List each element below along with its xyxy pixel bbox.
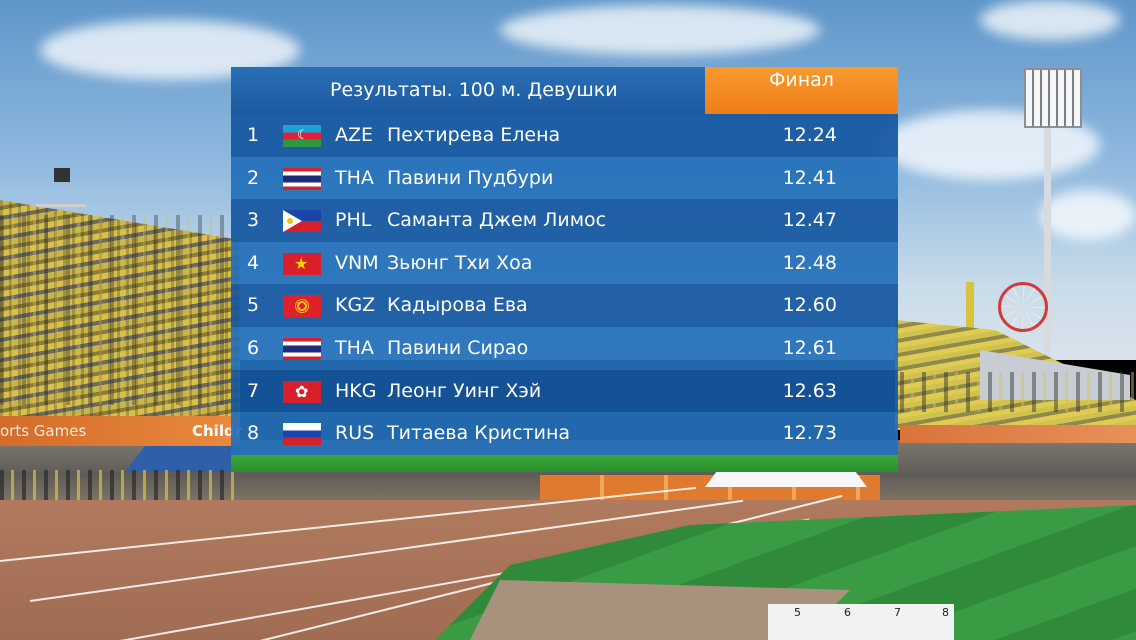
result-row: 7 HKG Леонг Уинг Хэй 12.63 <box>231 369 898 413</box>
athlete-name: Павини Пудбури <box>387 166 554 189</box>
results-title-box: Результаты. 100 м. Девушки <box>231 67 705 114</box>
result-rank: 7 <box>247 379 260 402</box>
results-title: Результаты. 100 м. Девушки <box>330 79 618 101</box>
athlete-name: Зьюнг Тхи Хоа <box>387 251 533 274</box>
result-time: 12.63 <box>782 379 837 402</box>
country-code: THA <box>335 337 374 359</box>
country-code: PHL <box>335 209 372 232</box>
grandstand-left <box>0 200 240 420</box>
result-time: 12.24 <box>782 124 837 146</box>
athlete-name: Титаева Кристина <box>387 422 571 445</box>
scale-number: 5 <box>794 606 801 619</box>
country-code: AZE <box>335 124 374 146</box>
azerbaijan-flag-icon <box>283 125 321 147</box>
cloud <box>500 5 820 55</box>
result-time: 12.73 <box>782 422 837 445</box>
country-code: RUS <box>335 422 375 445</box>
athlete-name: Леонг Уинг Хэй <box>387 379 542 402</box>
cloud <box>1040 190 1136 240</box>
athlete-name: Павини Сирао <box>387 337 529 359</box>
athlete-name: Кадырова Ева <box>387 294 528 317</box>
result-row: 6 THA Павини Сирао 12.61 <box>231 327 898 370</box>
results-footer-bar <box>231 455 898 472</box>
result-time: 12.48 <box>782 251 837 274</box>
kyrgyzstan-flag-icon <box>283 295 321 318</box>
result-rank: 4 <box>247 251 260 274</box>
camera-platform <box>36 168 86 207</box>
stadium-banner-right <box>900 425 1136 443</box>
round-status: Финал <box>769 69 834 91</box>
floodlight-pole <box>1044 120 1051 355</box>
result-row: 5 KGZ Кадырова Ева 12.60 <box>231 284 898 327</box>
country-code: THA <box>335 166 374 189</box>
result-row: 3 PHL Саманта Джем Лимос 12.47 <box>231 199 898 242</box>
results-board: Результаты. 100 м. Девушки Финал 1 AZE П… <box>231 67 898 472</box>
result-time: 12.47 <box>782 209 837 232</box>
scale-number: 7 <box>894 606 901 619</box>
stadium-banner-left: orts Games Childr <box>0 416 243 446</box>
scale-number: 8 <box>942 606 949 619</box>
yellow-post <box>966 282 974 340</box>
crowd-stand <box>0 215 235 405</box>
athlete-name: Пехтирева Елена <box>387 124 561 146</box>
banner-text-2: Childr <box>192 422 243 440</box>
tent-left <box>125 446 235 472</box>
result-rank: 2 <box>247 166 260 189</box>
ferris-wheel <box>998 282 1048 332</box>
distance-scale-board: 5 6 7 8 <box>768 604 954 640</box>
round-status-box: Финал <box>705 67 898 114</box>
result-rank: 8 <box>247 422 260 445</box>
country-code: HKG <box>335 379 377 402</box>
athlete-name: Саманта Джем Лимос <box>387 209 607 232</box>
country-code: KGZ <box>335 294 376 317</box>
hong-kong-flag-icon <box>283 380 321 403</box>
result-rank: 3 <box>247 209 260 232</box>
result-time: 12.61 <box>782 337 837 359</box>
country-code: VNM <box>335 251 379 274</box>
result-row: 2 THA Павини Пудбури 12.41 <box>231 156 898 200</box>
crowd-right <box>900 372 1136 412</box>
floodlight <box>1024 68 1082 128</box>
result-row: 4 VNM Зьюнг Тхи Хоа 12.48 <box>231 241 898 285</box>
result-rank: 6 <box>247 337 260 359</box>
thailand-flag-icon <box>283 338 321 360</box>
cloud <box>980 0 1120 40</box>
results-header: Результаты. 100 м. Девушки Финал <box>231 67 898 114</box>
result-row: 1 AZE Пехтирева Елена 12.24 <box>231 114 898 157</box>
result-rank: 5 <box>247 294 260 317</box>
banner-text: orts Games <box>0 422 87 440</box>
result-time: 12.41 <box>782 166 837 189</box>
russia-flag-icon <box>283 423 321 446</box>
philippines-flag-icon <box>283 210 321 233</box>
result-rank: 1 <box>247 124 260 146</box>
result-row: 8 RUS Титаева Кристина 12.73 <box>231 412 898 455</box>
tent-right <box>705 471 867 487</box>
scale-number: 6 <box>844 606 851 619</box>
thailand-flag-icon <box>283 167 321 190</box>
result-time: 12.60 <box>782 294 837 317</box>
vietnam-flag-icon <box>283 252 321 275</box>
